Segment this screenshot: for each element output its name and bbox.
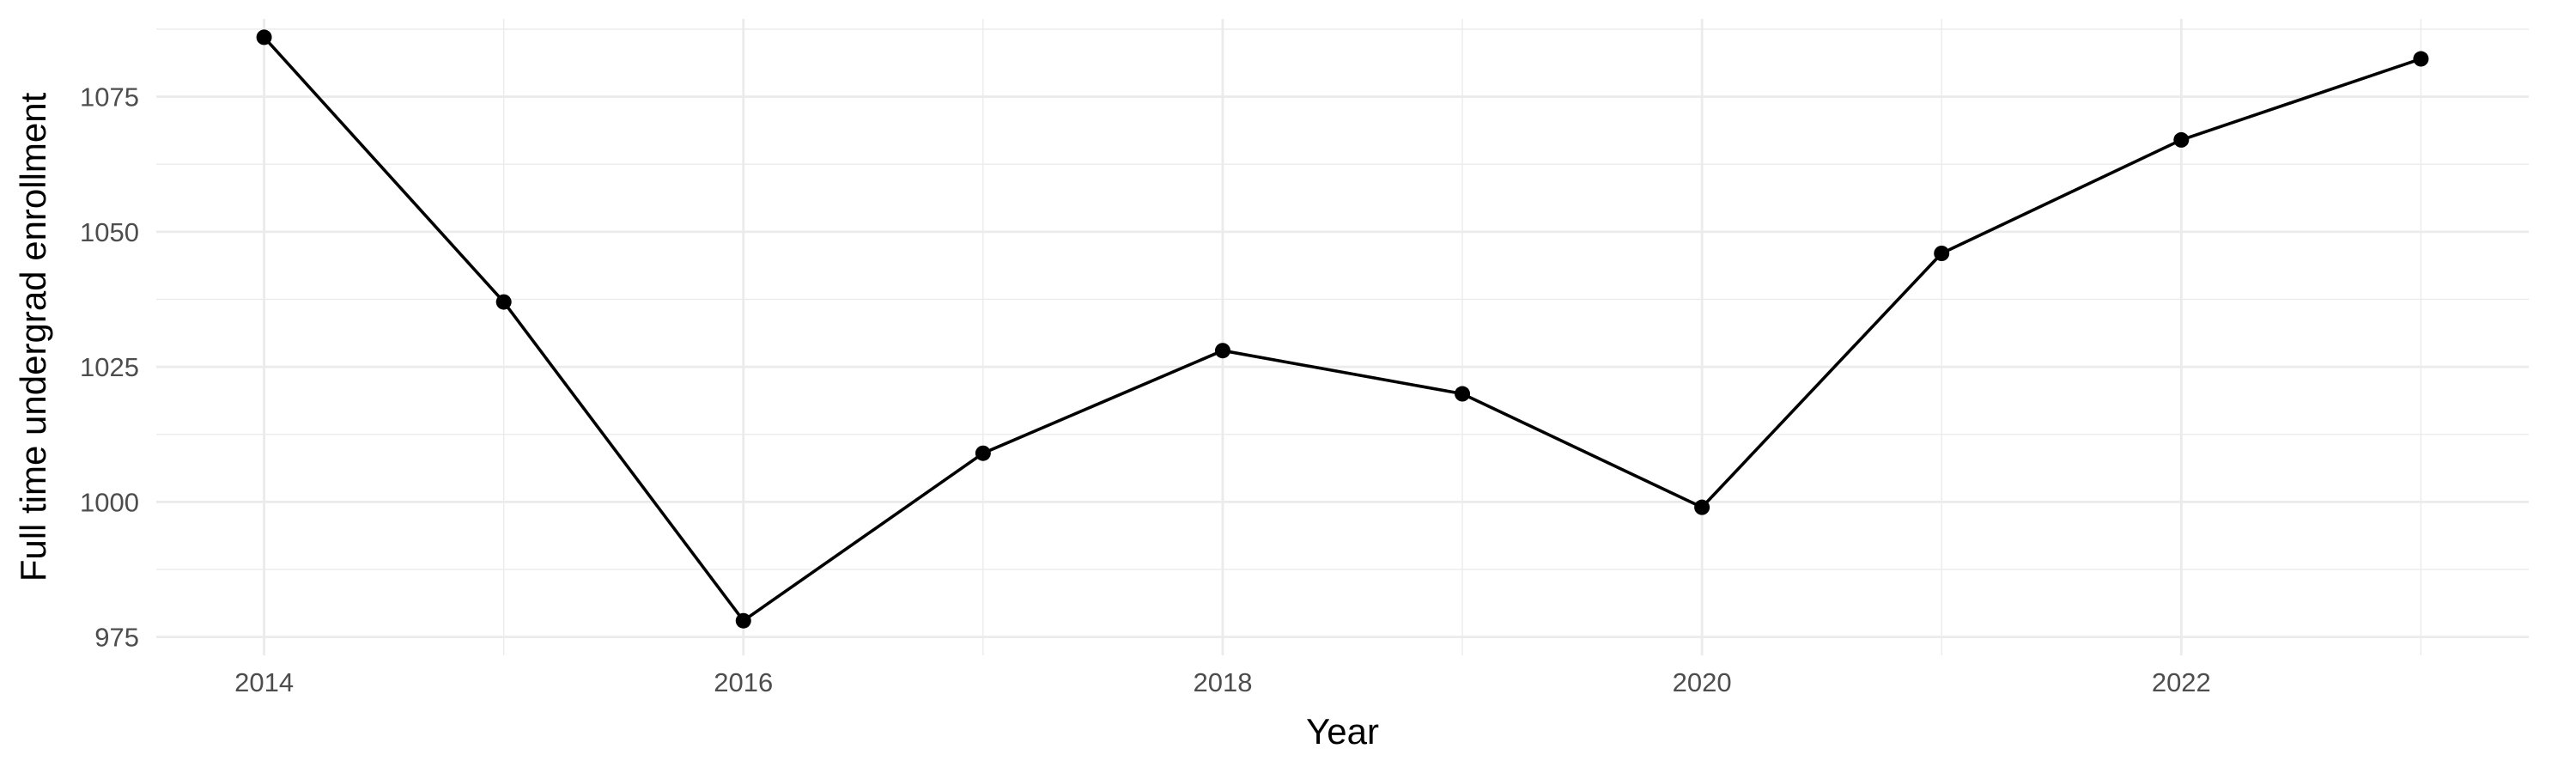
- data-point: [1694, 499, 1710, 515]
- y-tick-label: 975: [94, 623, 139, 653]
- x-tick-label: 2018: [1193, 667, 1252, 697]
- data-points: [256, 29, 2429, 629]
- x-axis-title: Year: [1306, 711, 1379, 752]
- data-point: [2413, 51, 2429, 67]
- data-point: [1934, 246, 1950, 261]
- y-tick-label: 1050: [80, 217, 139, 247]
- data-point: [1455, 386, 1471, 402]
- y-axis-ticks: 975 1000 1025 1050 1075: [80, 82, 139, 653]
- grid-lines: [156, 19, 2529, 655]
- y-tick-label: 1025: [80, 352, 139, 382]
- x-tick-label: 2022: [2152, 667, 2211, 697]
- x-axis-ticks: 2014 2016 2018 2020 2022: [234, 667, 2211, 697]
- data-point: [495, 294, 512, 310]
- data-point: [735, 612, 751, 629]
- y-axis-title: Full time undergrad enrollment: [13, 92, 53, 581]
- series-line: [262, 35, 2423, 623]
- y-tick-label: 1000: [80, 487, 139, 517]
- x-tick-label: 2014: [234, 667, 294, 697]
- x-tick-label: 2016: [714, 667, 773, 697]
- data-point: [256, 29, 272, 46]
- data-point: [2173, 131, 2190, 148]
- data-point: [975, 445, 991, 461]
- y-tick-label: 1075: [80, 82, 139, 113]
- x-tick-label: 2020: [1673, 667, 1732, 697]
- data-point: [1214, 343, 1230, 359]
